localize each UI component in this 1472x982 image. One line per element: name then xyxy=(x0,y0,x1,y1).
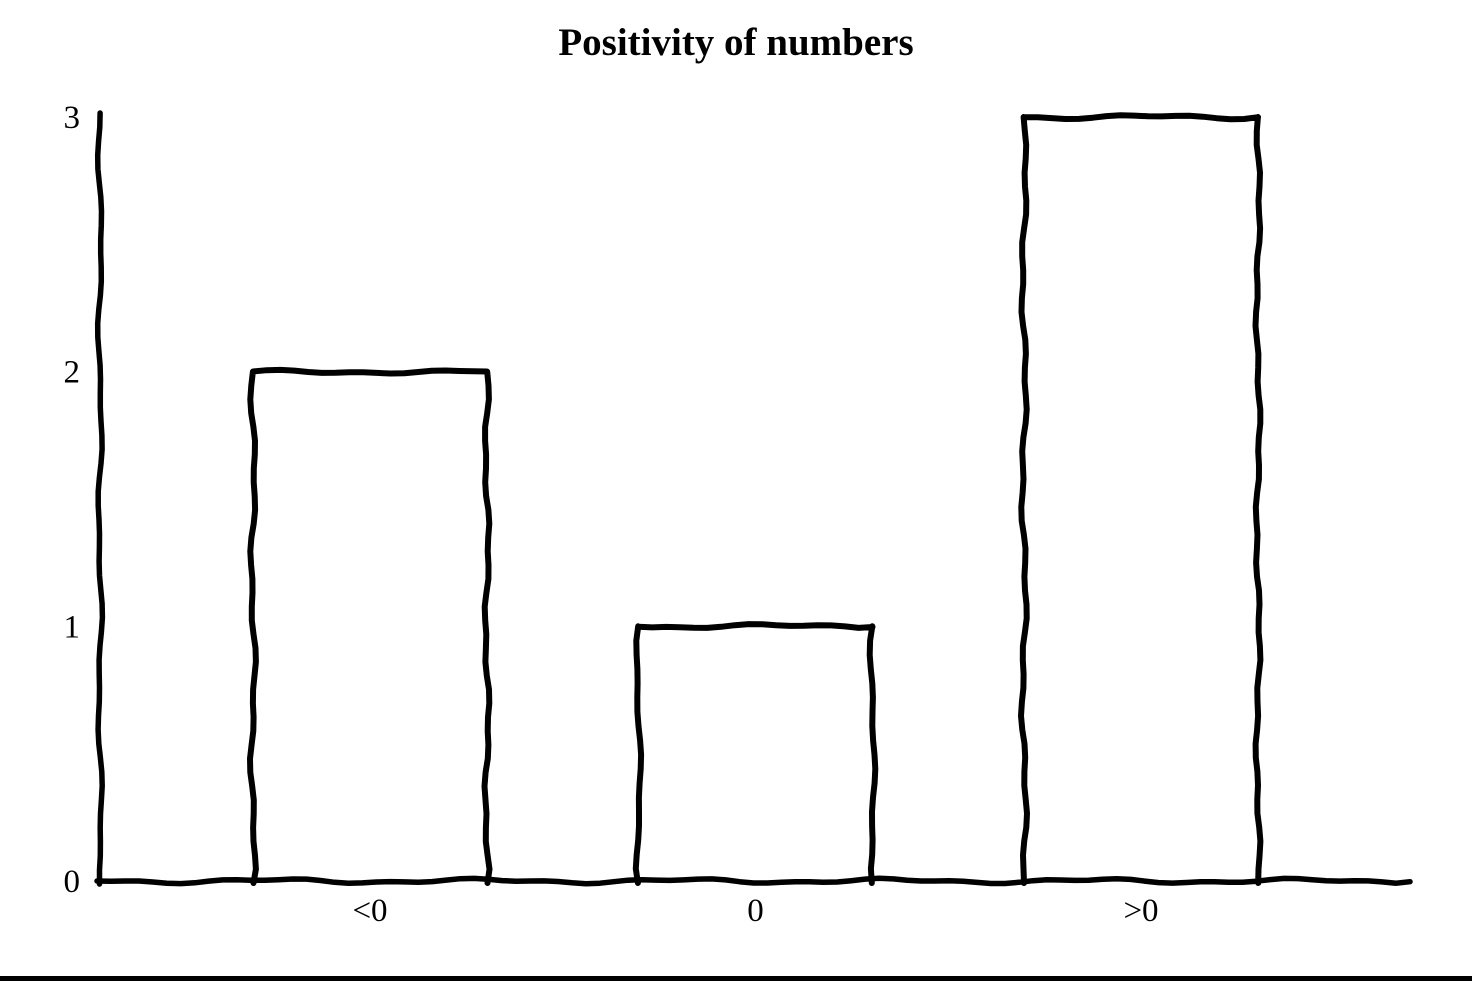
x-tick-label: 0 xyxy=(747,893,764,929)
x-tick-label: <0 xyxy=(352,893,387,929)
bar-outline-0 xyxy=(632,621,879,886)
y-tick-label: 1 xyxy=(64,609,81,645)
y-tick-label: 2 xyxy=(64,355,81,391)
chart-title: Positivity of numbers xyxy=(558,21,914,64)
bar-outline->0 xyxy=(1018,112,1264,886)
bar-outline-<0 xyxy=(247,366,493,886)
x-tick-label: >0 xyxy=(1123,893,1158,929)
y-tick-label: 0 xyxy=(64,864,81,900)
y-axis-line xyxy=(94,110,106,887)
x-axis-line xyxy=(94,875,1413,887)
bottom-border-line xyxy=(0,976,1472,981)
y-tick-label: 3 xyxy=(64,100,81,136)
